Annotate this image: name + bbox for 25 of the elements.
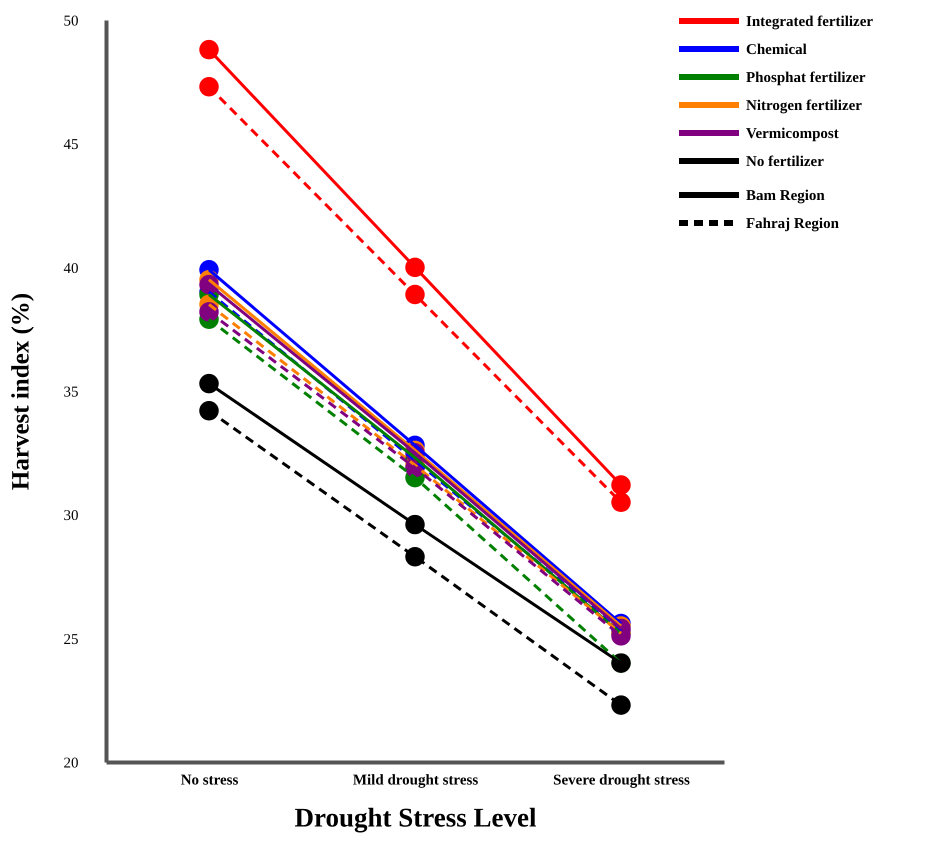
x-tick-label: Mild drought stress	[352, 772, 478, 788]
x-axis-title: Drought Stress Level	[294, 802, 537, 832]
legend-label: Phosphat fertilizer	[746, 70, 866, 86]
text: Bam Region	[746, 188, 826, 204]
y-tick-label: 45	[64, 137, 78, 154]
y-tick-label: 50	[64, 14, 78, 30]
legend-label: No fertilizer	[746, 154, 824, 170]
y-tick-label: 25	[64, 632, 78, 648]
legend-label: Vermicompost	[746, 126, 839, 142]
point	[199, 401, 219, 421]
legend-label: Chemical	[746, 42, 807, 58]
point	[611, 695, 631, 715]
legend-label: Integrated fertilizer	[746, 14, 874, 30]
legend-label: Nitrogen fertilizer	[746, 98, 862, 114]
x-tick-label: No stress	[180, 772, 238, 788]
point	[611, 492, 631, 512]
text: Fahraj Region	[746, 216, 840, 232]
x-tick-label: Severe drought stress	[553, 772, 690, 788]
y-tick-label: 35	[64, 384, 78, 400]
y-tick-label: 20	[64, 756, 78, 772]
y-tick-label: 40	[64, 260, 78, 277]
point	[199, 77, 219, 97]
point	[199, 40, 219, 60]
y-tick-label: 30	[64, 508, 78, 524]
y-axis-title: Harvest index (%)	[8, 292, 34, 490]
